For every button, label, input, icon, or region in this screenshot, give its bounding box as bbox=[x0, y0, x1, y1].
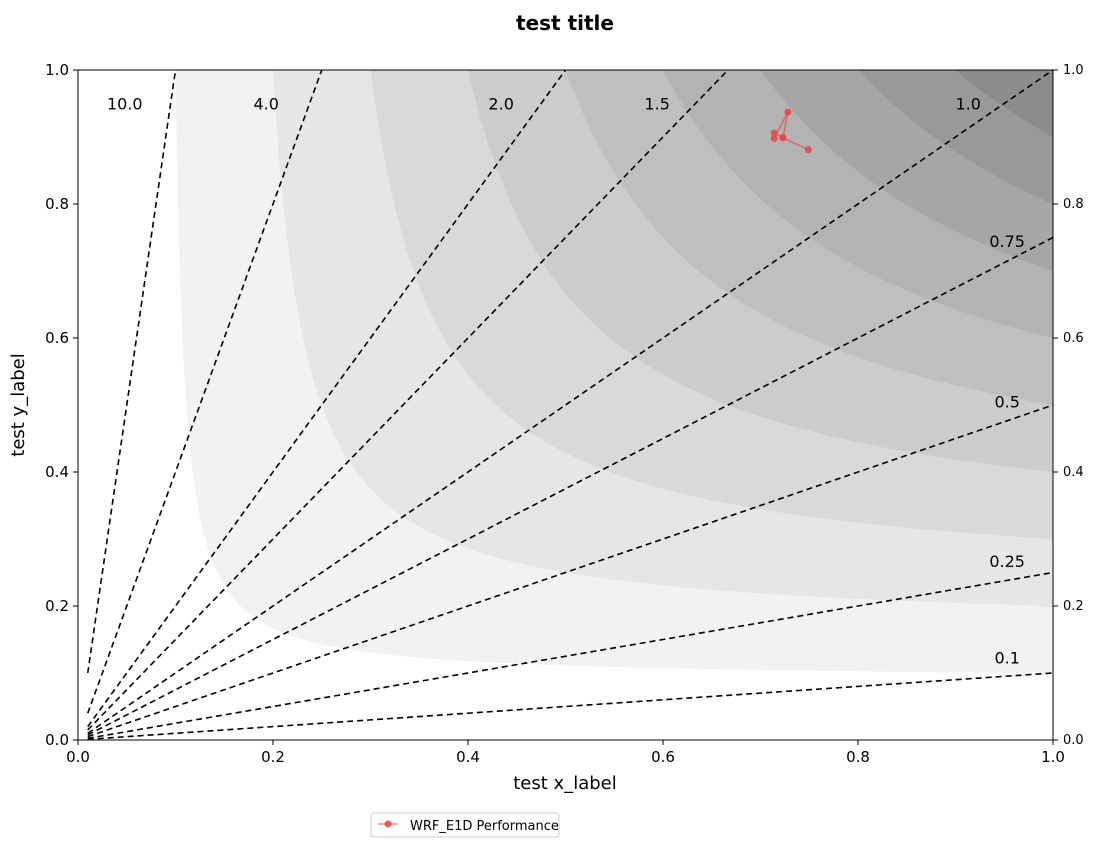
y-tick-label: 0.8 bbox=[45, 195, 69, 213]
ratio-lines bbox=[86, 70, 1053, 740]
contour-layer bbox=[175, 70, 1053, 680]
y-right-tick-label: 0.6 bbox=[1063, 331, 1084, 346]
data-point-2 bbox=[784, 108, 792, 116]
ratio-label-6: 0.5 bbox=[994, 393, 1019, 412]
ratio-line-0 bbox=[86, 70, 177, 674]
ratio-label-8: 0.1 bbox=[994, 649, 1019, 668]
y-tick-label: 0.4 bbox=[45, 463, 69, 481]
ratio-line-6 bbox=[87, 404, 1053, 738]
legend: WRF_E1D Performance bbox=[370, 812, 560, 838]
ratio-line-3 bbox=[87, 70, 729, 731]
ratio-line-4 bbox=[87, 70, 1053, 734]
plot-frame bbox=[77, 69, 1054, 741]
x-tick-label: 0.4 bbox=[456, 748, 480, 766]
series-layer bbox=[770, 108, 812, 154]
y-right-tick-label: 0.2 bbox=[1063, 599, 1084, 614]
ratio-labels: 10.0 4.0 2.0 1.5 1.0 0.75 0.5 0.25 0.1 bbox=[107, 95, 1025, 668]
contour-band-7 bbox=[760, 70, 1053, 465]
y-tick-label: 0.6 bbox=[45, 329, 69, 347]
y-tick-label: 0.2 bbox=[45, 597, 69, 615]
x-tick-label: 0.8 bbox=[846, 748, 870, 766]
y-axis-label: test y_label bbox=[8, 353, 29, 456]
legend-label: WRF_E1D Performance bbox=[410, 819, 559, 834]
ratio-line-8 bbox=[87, 672, 1053, 740]
x-tick-label: 0.6 bbox=[651, 748, 675, 766]
y-right-tick-label: 0.8 bbox=[1063, 197, 1084, 212]
x-axis-label: test x_label bbox=[513, 773, 616, 794]
legend-box bbox=[370, 812, 560, 838]
ratio-label-5: 0.75 bbox=[989, 232, 1025, 251]
ratio-label-1: 4.0 bbox=[253, 95, 278, 114]
contour-band-9 bbox=[955, 70, 1053, 423]
x-tick-label: 0.2 bbox=[261, 748, 285, 766]
ratio-line-5 bbox=[87, 236, 1053, 736]
y-tick-label: 1.0 bbox=[45, 61, 69, 79]
y-axis-ticks: 0.0 0.2 0.4 0.6 0.8 1.0 bbox=[45, 61, 78, 749]
data-point-0 bbox=[804, 146, 812, 154]
y-axis-right-ticks: 0.0 0.2 0.4 0.6 0.8 1.0 bbox=[1053, 63, 1084, 748]
y-right-tick-label: 0.4 bbox=[1063, 465, 1084, 480]
y-right-tick-label: 1.0 bbox=[1063, 63, 1084, 78]
y-right-tick-label: 0.0 bbox=[1063, 733, 1084, 748]
data-point-5 bbox=[779, 134, 787, 142]
x-tick-label: 1.0 bbox=[1041, 748, 1065, 766]
ratio-label-0: 10.0 bbox=[107, 95, 143, 114]
x-tick-label: 0.0 bbox=[66, 748, 90, 766]
contour-band-8 bbox=[858, 70, 1053, 443]
ratio-line-1 bbox=[86, 70, 323, 714]
data-point-3 bbox=[770, 134, 778, 142]
y-tick-label: 0.0 bbox=[45, 731, 69, 749]
ratio-line-2 bbox=[87, 70, 567, 728]
chart-title: test title bbox=[516, 11, 614, 35]
ratio-label-3: 1.5 bbox=[644, 95, 669, 114]
data-point-4 bbox=[770, 129, 778, 137]
ratio-label-7: 0.25 bbox=[989, 552, 1025, 571]
ratio-label-4: 1.0 bbox=[955, 95, 980, 114]
legend-marker bbox=[384, 820, 392, 828]
ratio-line-7 bbox=[87, 571, 1053, 740]
x-axis-ticks: 0.0 0.2 0.4 0.6 0.8 1.0 bbox=[66, 740, 1065, 766]
ratio-label-2: 2.0 bbox=[488, 95, 513, 114]
